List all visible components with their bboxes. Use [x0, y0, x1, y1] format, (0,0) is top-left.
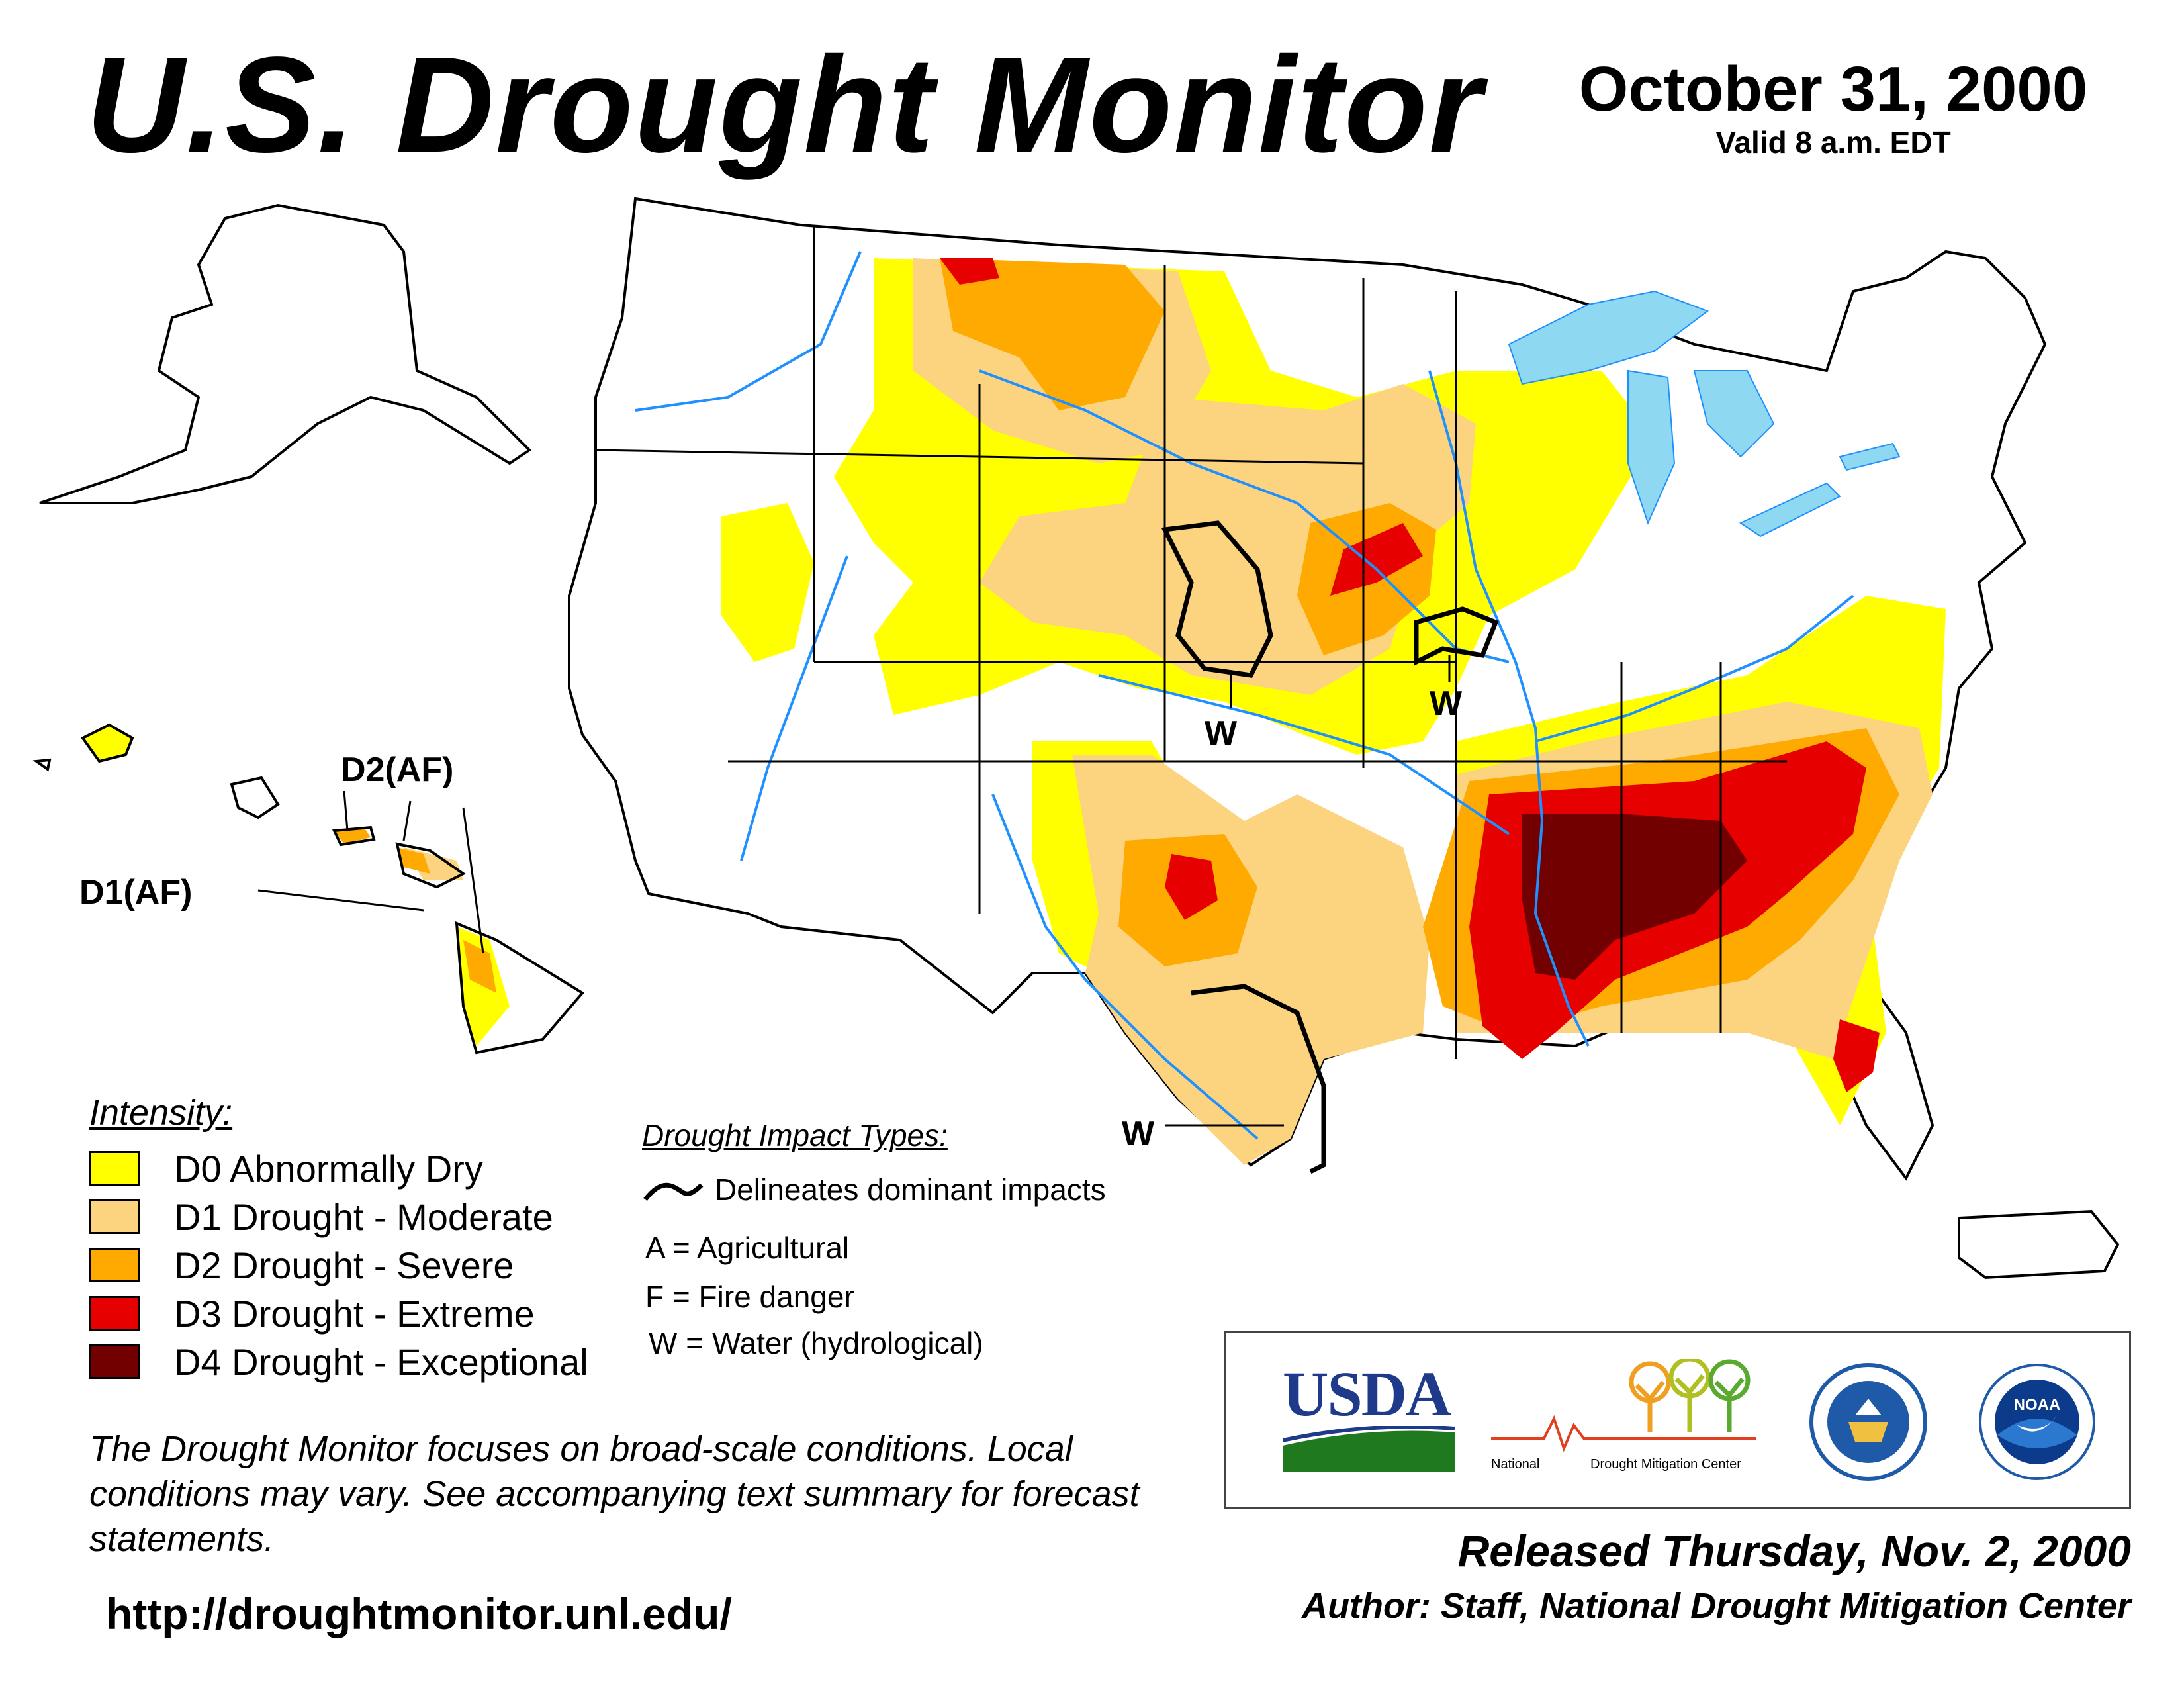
noaa-text: NOAA: [2014, 1396, 2061, 1414]
d4-regions: [1522, 814, 1747, 980]
legend-label-d1: D1 Drought - Moderate: [174, 1196, 553, 1238]
state-borders: [595, 225, 1787, 1059]
legend-swatch-d2: [89, 1248, 140, 1282]
ndmc-logo: National Drought Mitigation Center: [1491, 1356, 1769, 1491]
release-date: Released Thursday, Nov. 2, 2000: [1457, 1526, 2131, 1575]
legend-item-d1: D1 Drought - Moderate: [89, 1196, 553, 1238]
lake-huron: [1693, 370, 1775, 458]
impact-water: W = Water (hydrological): [649, 1326, 983, 1360]
usda-logo: USDA: [1282, 1358, 1455, 1476]
legend-item-d4: D4 Drought - Exceptional: [89, 1340, 588, 1383]
impact-legend-line-icon: [643, 1182, 704, 1201]
legend-item-d3: D3 Drought - Extreme: [89, 1292, 535, 1335]
legend-item-d2: D2 Drought - Severe: [89, 1244, 514, 1286]
legend-swatch-d0: [89, 1151, 140, 1186]
disclaimer-note: The Drought Monitor focuses on broad-sca…: [89, 1429, 1140, 1559]
impact-line-colorado: [1161, 520, 1273, 678]
valid-time: Valid 8 a.m. EDT: [1715, 125, 1951, 160]
impact-boundaries: [1161, 520, 1499, 1174]
d3-oklahoma: [1165, 854, 1218, 920]
legend-swatch-d1: [89, 1199, 140, 1234]
noaa-logo-icon: NOAA: [1979, 1364, 2095, 1480]
label-w-iowa: W: [1430, 684, 1463, 723]
great-lakes: [1508, 290, 1901, 538]
usda-logo-text: USDA: [1283, 1358, 1451, 1429]
legend-title: Intensity:: [89, 1093, 233, 1133]
ndmc-name-right: Drought Mitigation Center: [1590, 1457, 1741, 1472]
map-date: October 31, 2000: [1578, 54, 2088, 124]
d2-montana: [940, 258, 1165, 410]
alaska-outline: [39, 203, 532, 504]
author-credit: Author: Staff, National Drought Mitigati…: [1302, 1586, 2131, 1626]
legend-label-d2: D2 Drought - Severe: [174, 1244, 514, 1286]
d2-hawaii: [334, 827, 496, 993]
d3-florida: [1833, 1019, 1880, 1092]
page-title: U.S. Drought Monitor: [86, 28, 1484, 181]
rio-grande: [991, 794, 1259, 1140]
arkansas-river: [1098, 674, 1510, 835]
website-link[interactable]: http://droughtmonitor.unl.edu/: [106, 1589, 732, 1638]
impact-line-texas: [1191, 984, 1326, 1174]
impact-line-label: Delineates dominant impacts: [715, 1172, 1106, 1207]
ndmc-tree-icon: [1491, 1356, 1756, 1452]
mississippi-river: [1428, 370, 1590, 1047]
ndmc-name-left: National: [1491, 1457, 1540, 1472]
impact-fire: F = Fire danger: [645, 1280, 854, 1314]
d0-great-basin: [721, 503, 814, 662]
legend-swatch-d4: [89, 1344, 140, 1379]
legend-label-d4: D4 Drought - Exceptional: [174, 1340, 588, 1383]
d4-deep-south: [1522, 814, 1747, 980]
impact-types-title: Drought Impact Types:: [642, 1118, 948, 1152]
columbia-river: [635, 251, 862, 412]
d0-hawaii-kauai: [83, 725, 132, 761]
legend-item-d0: D0 Abnormally Dry: [89, 1147, 483, 1190]
lake-ontario: [1839, 442, 1901, 471]
label-w-texas: W: [1122, 1115, 1155, 1153]
leader-lines: [257, 655, 1451, 1127]
partner-logos: USDA National Drought Mitigation Center: [1224, 1331, 2131, 1509]
lake-michigan: [1627, 369, 1676, 525]
colorado-river: [740, 555, 848, 861]
commerce-seal-icon: [1809, 1363, 1927, 1481]
impact-agricultural: A = Agricultural: [645, 1231, 850, 1265]
d3-iowa: [1330, 523, 1423, 596]
usda-swoosh-icon: [1282, 1425, 1455, 1472]
ohio-river: [1535, 594, 1854, 743]
legend-swatch-d3: [89, 1296, 140, 1331]
legend-label-d0: D0 Abnormally Dry: [174, 1147, 483, 1190]
impact-line-iowa: [1414, 606, 1499, 666]
label-d1af: D1(AF): [79, 873, 192, 912]
legend-label-d3: D3 Drought - Extreme: [174, 1292, 535, 1335]
hawaii-islands: [32, 723, 585, 1055]
label-w-colorado: W: [1205, 714, 1238, 753]
label-d2af: D2(AF): [341, 751, 453, 789]
puerto-rico-outline: [1958, 1209, 2120, 1280]
d3-montana: [940, 258, 999, 285]
lake-erie: [1739, 482, 1841, 538]
lake-superior: [1508, 290, 1709, 385]
